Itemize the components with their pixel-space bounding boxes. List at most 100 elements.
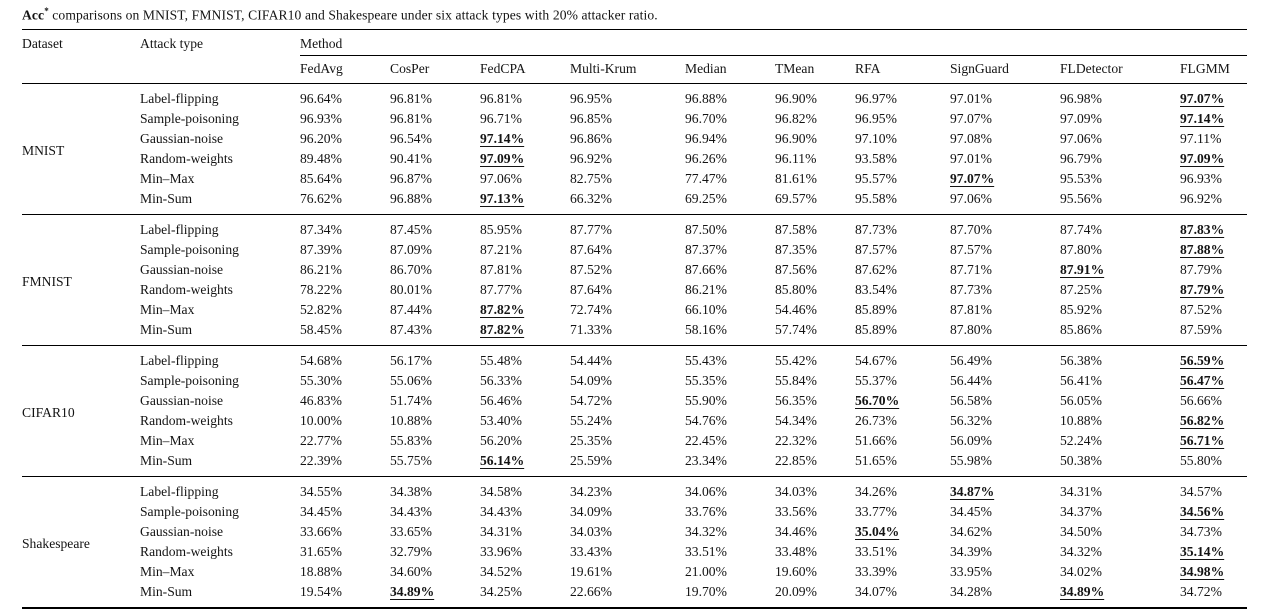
acc-cell: 85.86%	[1060, 321, 1102, 337]
acc-cell: 96.81%	[390, 110, 432, 126]
acc-cell: 97.11%	[1180, 130, 1222, 146]
acc-cell: 96.87%	[390, 170, 432, 186]
acc-cell: 34.43%	[480, 503, 522, 519]
col-header-fedcpa: FedCPA	[480, 60, 526, 76]
acc-cell: 33.77%	[855, 503, 897, 519]
table-row: Min–Max 18.88% 34.60% 34.52% 19.61% 21.00% 19.…	[22, 562, 1247, 582]
acc-cell: 76.62%	[300, 190, 342, 206]
acc-cell: 19.61%	[570, 563, 612, 579]
acc-cell: 87.70%	[950, 221, 992, 237]
acc-cell: 96.81%	[480, 90, 522, 106]
acc-cell: 96.93%	[1180, 170, 1222, 186]
acc-cell: 87.80%	[950, 321, 992, 337]
acc-cell: 82.75%	[570, 170, 612, 186]
acc-cell: 66.10%	[685, 301, 727, 317]
acc-cell: 87.82%	[480, 301, 525, 317]
acc-cell: 96.85%	[570, 110, 612, 126]
acc-cell: 87.73%	[855, 221, 897, 237]
acc-cell: 33.48%	[775, 543, 817, 559]
acc-cell: 19.54%	[300, 583, 342, 599]
table-row: Random-weights 78.22% 80.01% 87.77% 87.64% 86…	[22, 280, 1247, 300]
acc-cell: 54.09%	[570, 372, 612, 388]
acc-cell: 87.80%	[1060, 241, 1102, 257]
acc-cell: 33.65%	[390, 523, 432, 539]
col-header-signguard: SignGuard	[950, 60, 1009, 76]
col-header-fedavg: FedAvg	[300, 60, 343, 76]
acc-cell: 87.62%	[855, 261, 897, 277]
acc-cell: 34.56%	[1180, 503, 1225, 519]
acc-cell: 19.60%	[775, 563, 817, 579]
acc-cell: 55.37%	[855, 372, 897, 388]
acc-cell: 34.39%	[950, 543, 992, 559]
acc-cell: 34.43%	[390, 503, 432, 519]
acc-cell: 50.38%	[1060, 452, 1102, 468]
acc-cell: 96.82%	[775, 110, 817, 126]
attack-type-cell: Label-flipping	[140, 221, 219, 237]
table-row: Min-Sum 19.54% 34.89% 34.25% 22.66% 19.70% 20.…	[22, 582, 1247, 608]
acc-cell: 97.09%	[1060, 110, 1102, 126]
attack-type-cell: Gaussian-noise	[140, 392, 224, 408]
acc-cell: 69.25%	[685, 190, 727, 206]
table-row: FMNIST Label-flipping 87.34% 87.45% 85.95% 87…	[22, 214, 1247, 290]
acc-cell: 56.20%	[480, 432, 522, 448]
acc-cell: 25.35%	[570, 432, 612, 448]
acc-cell: 86.21%	[300, 261, 342, 277]
attack-type-cell: Min–Max	[140, 432, 195, 448]
acc-cell: 56.71%	[1180, 432, 1225, 448]
acc-cell: 97.07%	[950, 110, 992, 126]
acc-cell: 96.94%	[685, 130, 727, 146]
acc-cell: 96.90%	[775, 90, 817, 106]
acc-cell: 97.06%	[1060, 130, 1102, 146]
acc-cell: 87.37%	[685, 241, 727, 257]
acc-cell: 55.90%	[685, 392, 727, 408]
acc-cell: 97.09%	[480, 150, 525, 166]
acc-cell: 87.74%	[1060, 221, 1102, 237]
acc-cell: 54.44%	[570, 352, 612, 368]
acc-cell: 10.88%	[1060, 412, 1102, 428]
acc-cell: 66.32%	[570, 190, 612, 206]
acc-cell: 87.44%	[390, 301, 432, 317]
acc-cell: 34.03%	[775, 483, 817, 499]
acc-cell: 96.90%	[775, 130, 817, 146]
acc-cell: 72.74%	[570, 301, 612, 317]
table-row: Min-Sum 22.39% 55.75% 56.14% 25.59% 23.34% 22.…	[22, 451, 1247, 477]
table-row: Min-Sum 76.62% 96.88% 97.13% 66.32% 69.25% 69.…	[22, 189, 1247, 215]
acc-cell: 96.88%	[685, 90, 727, 106]
acc-cell: 33.66%	[300, 523, 342, 539]
acc-cell: 56.58%	[950, 392, 992, 408]
table-row: Sample-poisoning 96.93% 96.81% 96.71% 96.85%…	[22, 109, 1247, 129]
attack-type-cell: Sample-poisoning	[140, 503, 239, 519]
acc-cell: 58.45%	[300, 321, 342, 337]
acc-cell: 51.66%	[855, 432, 897, 448]
acc-cell: 56.05%	[1060, 392, 1102, 408]
acc-cell: 86.21%	[685, 281, 727, 297]
acc-cell: 87.25%	[1060, 281, 1102, 297]
acc-cell: 87.66%	[685, 261, 727, 277]
attack-type-cell: Random-weights	[140, 150, 233, 166]
acc-cell: 22.45%	[685, 432, 727, 448]
acc-cell: 55.43%	[685, 352, 727, 368]
acc-cell: 56.38%	[1060, 352, 1102, 368]
acc-cell: 96.93%	[300, 110, 342, 126]
attack-type-cell: Min–Max	[140, 301, 195, 317]
attack-type-cell: Min-Sum	[140, 190, 193, 206]
acc-cell: 89.48%	[300, 150, 342, 166]
acc-cell: 97.13%	[480, 190, 525, 206]
acc-cell: 34.07%	[855, 583, 897, 599]
acc-cell: 34.87%	[950, 483, 995, 499]
acc-cell: 34.46%	[775, 523, 817, 539]
acc-cell: 87.09%	[390, 241, 432, 257]
acc-cell: 77.47%	[685, 170, 727, 186]
table-row: Min–Max 22.77% 55.83% 56.20% 25.35% 22.45% 22.…	[22, 431, 1247, 451]
acc-cell: 96.88%	[390, 190, 432, 206]
acc-cell: 97.07%	[950, 170, 995, 186]
acc-cell: 95.53%	[1060, 170, 1102, 186]
acc-cell: 34.58%	[480, 483, 522, 499]
acc-cell: 87.79%	[1180, 281, 1225, 297]
table-row: Sample-poisoning 55.30% 55.06% 56.33% 54.09%…	[22, 371, 1247, 391]
acc-cell: 83.54%	[855, 281, 897, 297]
acc-cell: 87.83%	[1180, 221, 1225, 237]
acc-cell: 96.92%	[1180, 190, 1222, 206]
dataset-cell: FMNIST	[22, 274, 72, 290]
acc-cell: 23.34%	[685, 452, 727, 468]
